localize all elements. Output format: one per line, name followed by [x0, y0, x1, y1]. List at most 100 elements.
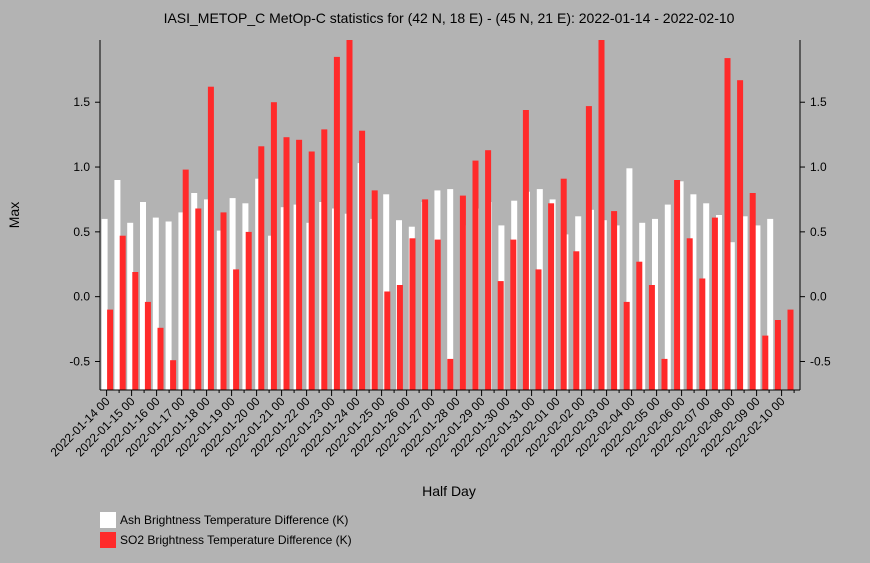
- so2-bar-33: [522, 110, 529, 390]
- so2-bar-37: [573, 251, 580, 390]
- so2-bar-18: [333, 56, 340, 391]
- so2-bar-22: [384, 291, 391, 390]
- so2-bar-52: [762, 335, 769, 390]
- so2-bar-3: [144, 301, 151, 390]
- so2-bar-54: [787, 309, 794, 390]
- legend-swatch-so2: [100, 532, 116, 548]
- ash-bar-1: [114, 180, 121, 390]
- y-tick-label-left-2: 0.5: [73, 225, 90, 239]
- so2-bar-6: [182, 169, 189, 390]
- ash-bar-9: [216, 230, 223, 390]
- so2-bar-41: [623, 301, 630, 390]
- so2-bar-19: [346, 40, 353, 390]
- so2-bar-47: [699, 278, 706, 390]
- axes-layer: -0.5 -0.50.0 0.00.5 0.51.0 1.01.5 1.52022-01-…: [48, 40, 831, 459]
- so2-bar-44: [661, 358, 668, 390]
- so2-bar-51: [749, 193, 756, 390]
- y-tick-label-right-1: 0.0: [810, 290, 827, 304]
- so2-bar-53: [774, 320, 781, 390]
- ash-bar-6: [178, 212, 185, 390]
- so2-bar-4: [157, 327, 164, 390]
- so2-bar-21: [371, 190, 378, 390]
- y-tick-label-left-4: 1.5: [73, 95, 90, 109]
- so2-bar-45: [674, 180, 681, 390]
- ash-bar-45: [677, 181, 684, 390]
- legend-item-so2: SO2 Brightness Temperature Difference (K…: [100, 532, 352, 548]
- so2-bar-8: [207, 86, 214, 390]
- ash-bar-41: [626, 168, 633, 390]
- so2-bar-9: [220, 212, 227, 390]
- so2-bar-17: [321, 129, 328, 390]
- legend-label-so2: SO2 Brightness Temperature Difference (K…: [120, 533, 352, 547]
- ash-bar-43: [652, 218, 658, 390]
- so2-bar-39: [598, 40, 605, 390]
- so2-bar-50: [737, 80, 744, 390]
- so2-bar-31: [497, 281, 504, 390]
- ash-bar-27: [447, 189, 454, 390]
- ash-bar-2: [127, 222, 134, 390]
- so2-bar-16: [308, 151, 315, 390]
- y-tick-label-left-1: 0.0: [73, 290, 90, 304]
- so2-bar-35: [548, 203, 555, 390]
- chart-title: IASI_METOP_C MetOp-C statistics for (42 …: [164, 10, 735, 26]
- so2-bar-10: [233, 269, 240, 390]
- ash-bar-11: [242, 203, 249, 390]
- so2-bar-34: [535, 269, 542, 390]
- so2-bar-0: [107, 309, 114, 390]
- legend-label-ash: Ash Brightness Temperature Difference (K…: [120, 513, 349, 527]
- ash-bar-51: [754, 225, 761, 390]
- bar-layer: [101, 40, 794, 391]
- so2-bar-15: [296, 139, 303, 390]
- ash-bar-12: [255, 178, 262, 390]
- so2-bar-49: [724, 58, 731, 390]
- so2-bar-12: [258, 146, 265, 390]
- so2-bar-38: [585, 106, 592, 390]
- y-tick-label-right-0: -0.5: [810, 354, 831, 368]
- ash-bar-0: [101, 218, 108, 390]
- so2-bar-20: [359, 130, 366, 390]
- so2-bar-1: [119, 235, 126, 390]
- so2-bar-25: [422, 199, 429, 390]
- ash-bar-50: [741, 216, 748, 390]
- legend-swatch-ash: [100, 512, 116, 528]
- ash-bar-52: [767, 218, 774, 390]
- ash-bar-44: [664, 204, 671, 390]
- ash-bar-48: [716, 215, 722, 390]
- so2-bar-32: [510, 239, 517, 390]
- y-tick-label-right-3: 1.0: [810, 160, 827, 174]
- so2-bar-11: [245, 231, 252, 390]
- legend-item-ash: Ash Brightness Temperature Difference (K…: [100, 512, 348, 528]
- so2-bar-40: [611, 211, 618, 390]
- so2-bar-5: [170, 360, 177, 390]
- so2-bar-7: [195, 208, 202, 390]
- y-axis-label: Max: [6, 202, 22, 228]
- so2-bar-30: [485, 150, 492, 390]
- ash-bar-3: [140, 202, 146, 390]
- so2-bar-14: [283, 137, 290, 390]
- so2-bar-24: [409, 238, 416, 390]
- so2-bar-26: [434, 239, 441, 390]
- ash-bar-4: [152, 217, 159, 390]
- ash-bar-49: [728, 242, 735, 390]
- so2-bar-36: [560, 178, 567, 390]
- so2-bar-43: [648, 285, 655, 390]
- y-tick-label-left-3: 1.0: [73, 160, 90, 174]
- y-tick-label-left-0: -0.5: [69, 354, 90, 368]
- ash-bar-10: [229, 198, 236, 390]
- so2-bar-13: [270, 102, 277, 390]
- ash-bar-7: [191, 193, 198, 390]
- so2-bar-46: [686, 238, 693, 390]
- ash-bar-8: [204, 199, 210, 390]
- x-axis-label: Half Day: [422, 483, 476, 499]
- ash-bar-46: [690, 194, 697, 390]
- so2-bar-27: [447, 358, 454, 390]
- so2-bar-42: [636, 261, 643, 390]
- so2-bar-23: [396, 285, 403, 390]
- ash-bar-5: [165, 221, 172, 390]
- y-tick-label-right-2: 0.5: [810, 225, 827, 239]
- ash-bar-47: [703, 203, 710, 390]
- y-tick-label-right-4: 1.5: [810, 95, 827, 109]
- so2-bar-2: [132, 272, 139, 390]
- so2-bar-28: [459, 195, 466, 390]
